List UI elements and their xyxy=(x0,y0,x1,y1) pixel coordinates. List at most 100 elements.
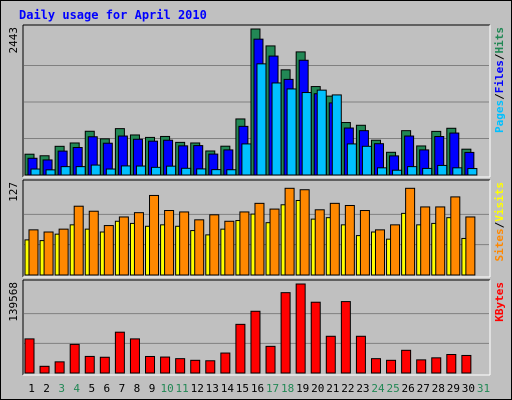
x-tick-label: 23 xyxy=(356,382,369,395)
bar-kbytes xyxy=(446,354,457,374)
chart-title: Daily usage for April 2010 xyxy=(19,8,207,22)
bar-kbytes xyxy=(84,355,95,374)
bar-sites xyxy=(254,202,265,276)
series-kbytes xyxy=(24,283,472,374)
bar-sites xyxy=(118,216,129,276)
x-tick-label: 9 xyxy=(149,382,156,395)
bar-sites xyxy=(465,216,476,276)
bar-pages xyxy=(196,168,207,176)
bar-pages xyxy=(120,165,131,176)
bar-kbytes xyxy=(401,349,412,374)
bar-kbytes xyxy=(461,354,472,374)
bar-kbytes xyxy=(235,323,246,374)
bar-pages xyxy=(361,145,372,176)
bar-sites xyxy=(344,204,355,276)
legend-item: Sites xyxy=(493,228,506,261)
bar-pages xyxy=(151,166,162,176)
bar-sites xyxy=(73,205,84,276)
bar-kbytes xyxy=(310,301,321,374)
x-tick-label: 29 xyxy=(447,382,460,395)
bar-kbytes xyxy=(129,338,140,374)
x-tick-label: 7 xyxy=(119,382,126,395)
bar-kbytes xyxy=(220,352,231,374)
bar-pages xyxy=(331,94,342,176)
bar-sites xyxy=(133,212,144,276)
bar-kbytes xyxy=(250,310,261,374)
bar-pages xyxy=(30,168,41,176)
bar-kbytes xyxy=(205,360,216,374)
bar-pages xyxy=(452,167,463,176)
bar-kbytes xyxy=(431,357,442,374)
bar-sites xyxy=(314,209,325,276)
series-sites xyxy=(28,187,476,276)
bar-kbytes xyxy=(39,365,50,374)
bar-sites xyxy=(405,187,416,276)
bar-sites xyxy=(450,196,461,276)
bar-kbytes xyxy=(54,361,65,374)
bar-pages xyxy=(226,169,237,176)
bar-pages xyxy=(256,63,267,176)
bar-sites xyxy=(390,224,401,276)
panel-visits: 127 Sites/Visits xyxy=(7,179,506,278)
x-tick-label: 8 xyxy=(134,382,141,395)
bar-kbytes xyxy=(325,335,336,374)
panel-kbytes: 139568 KBytes xyxy=(7,279,506,376)
bar-sites xyxy=(239,211,250,276)
bar-pages xyxy=(181,167,192,176)
bar-pages xyxy=(467,168,478,176)
series-pages xyxy=(30,63,478,176)
bar-pages xyxy=(392,169,403,176)
legend-item: KBytes xyxy=(493,282,506,322)
x-tick-label: 26 xyxy=(402,382,415,395)
bar-pages xyxy=(166,165,177,176)
bar-sites xyxy=(299,189,310,276)
bar-sites xyxy=(149,194,160,276)
x-tick-label: 10 xyxy=(160,382,173,395)
bar-pages xyxy=(286,88,297,176)
bar-sites xyxy=(209,214,220,276)
x-tick-label: 25 xyxy=(386,382,399,395)
bar-sites xyxy=(58,228,69,276)
bar-pages xyxy=(60,166,71,176)
x-tick-label: 4 xyxy=(73,382,80,395)
bar-sites xyxy=(43,231,54,276)
x-tick-label: 19 xyxy=(296,382,309,395)
bar-pages xyxy=(437,164,448,176)
bar-kbytes xyxy=(69,343,80,374)
bar-kbytes xyxy=(416,359,427,374)
x-tick-label: 30 xyxy=(462,382,475,395)
bar-sites xyxy=(435,206,446,276)
bar-sites xyxy=(28,229,39,276)
bar-sites xyxy=(329,202,340,276)
legend-item: / xyxy=(493,53,506,60)
x-tick-label: 2 xyxy=(43,382,50,395)
bar-kbytes xyxy=(99,356,110,374)
x-tick-label: 3 xyxy=(58,382,65,395)
bar-pages xyxy=(376,167,387,176)
bar-sites xyxy=(88,210,99,276)
x-tick-label: 13 xyxy=(206,382,219,395)
bar-pages xyxy=(422,167,433,176)
bar-kbytes xyxy=(370,358,381,374)
bar-kbytes xyxy=(265,345,276,374)
x-tick-label: 12 xyxy=(191,382,204,395)
bar-pages xyxy=(90,164,101,176)
x-tick-label: 27 xyxy=(417,382,430,395)
legend: Pages/Files/Hits xyxy=(493,27,506,133)
bar-sites xyxy=(420,206,431,276)
y-axis-max-label: 139568 xyxy=(7,282,20,322)
bar-pages xyxy=(271,82,282,176)
bar-sites xyxy=(194,219,205,276)
bar-kbytes xyxy=(280,292,291,374)
legend-item: Files xyxy=(493,60,506,93)
x-tick-label: 11 xyxy=(176,382,189,395)
bar-pages xyxy=(45,169,56,176)
bar-kbytes xyxy=(114,331,125,374)
x-tick-label: 17 xyxy=(266,382,279,395)
panels: 2443Pages/Files/Hits127Sites/Visits13956… xyxy=(7,24,506,376)
bar-kbytes xyxy=(145,355,156,374)
x-tick-label: 5 xyxy=(88,382,95,395)
legend-item: Visits xyxy=(493,182,506,222)
bar-pages xyxy=(211,169,222,176)
bar-pages xyxy=(241,143,252,176)
